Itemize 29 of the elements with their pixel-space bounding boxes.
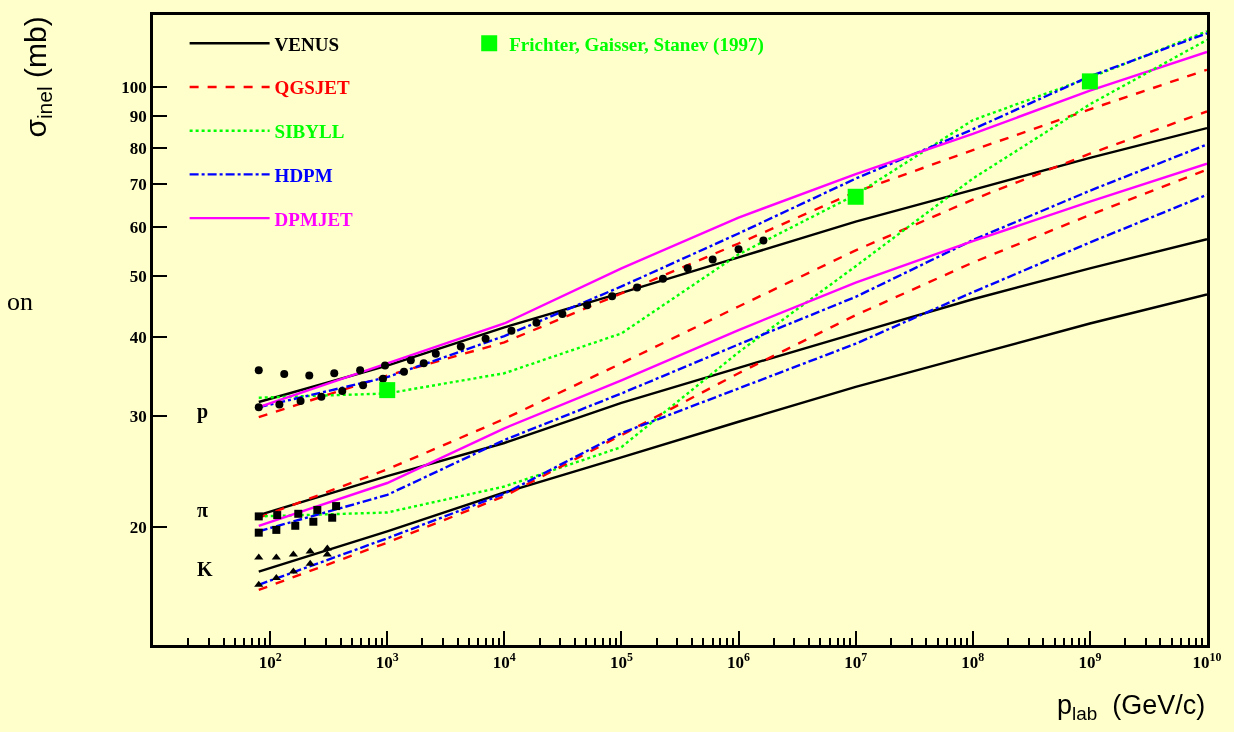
x-tick-label: 10$^{9}$ bbox=[1078, 650, 1102, 673]
x-tick-label: 10$^{3}$ bbox=[375, 650, 399, 673]
annotation: K bbox=[197, 558, 213, 580]
x-tick-label: 10$^{7}$ bbox=[844, 650, 868, 673]
y-tick-label: 50 bbox=[129, 267, 147, 287]
x-tick-label: 10$^{5}$ bbox=[609, 650, 633, 673]
y-tick-label: 40 bbox=[129, 328, 147, 348]
x-axis-title: p$_{lab}$ (GeV/c) bbox=[1057, 690, 1206, 724]
y-tick-label: 80 bbox=[129, 138, 147, 158]
legend-label: Frichter, Gaisser, Stanev (1997) bbox=[509, 33, 764, 56]
legend-label: HDPM bbox=[274, 164, 333, 186]
y-tick-label: 70 bbox=[129, 175, 147, 195]
legend-label: DPMJET bbox=[274, 208, 354, 230]
x-tick-label: 10$^{4}$ bbox=[492, 650, 516, 673]
legend-label: QGSJET bbox=[274, 77, 350, 99]
x-tick-label: 10$^{6}$ bbox=[727, 650, 751, 673]
x-tick-label: 10$^{10}$ bbox=[1192, 650, 1222, 673]
legend-label: VENUS bbox=[274, 33, 340, 55]
y-tick-label: 90 bbox=[129, 106, 147, 126]
annotation: π bbox=[197, 499, 208, 521]
annotation: p bbox=[197, 400, 209, 423]
legend-label: SIBYLL bbox=[274, 121, 345, 143]
y-tick-label: 60 bbox=[129, 217, 147, 237]
text: on bbox=[7, 287, 33, 316]
x-tick-label: 10$^{2}$ bbox=[258, 650, 282, 673]
x-tick-label: 10$^{8}$ bbox=[961, 650, 985, 673]
y-tick-label: 20 bbox=[129, 518, 147, 538]
y-tick-label: 30 bbox=[129, 407, 147, 427]
y-tick-label: 100 bbox=[121, 77, 147, 97]
